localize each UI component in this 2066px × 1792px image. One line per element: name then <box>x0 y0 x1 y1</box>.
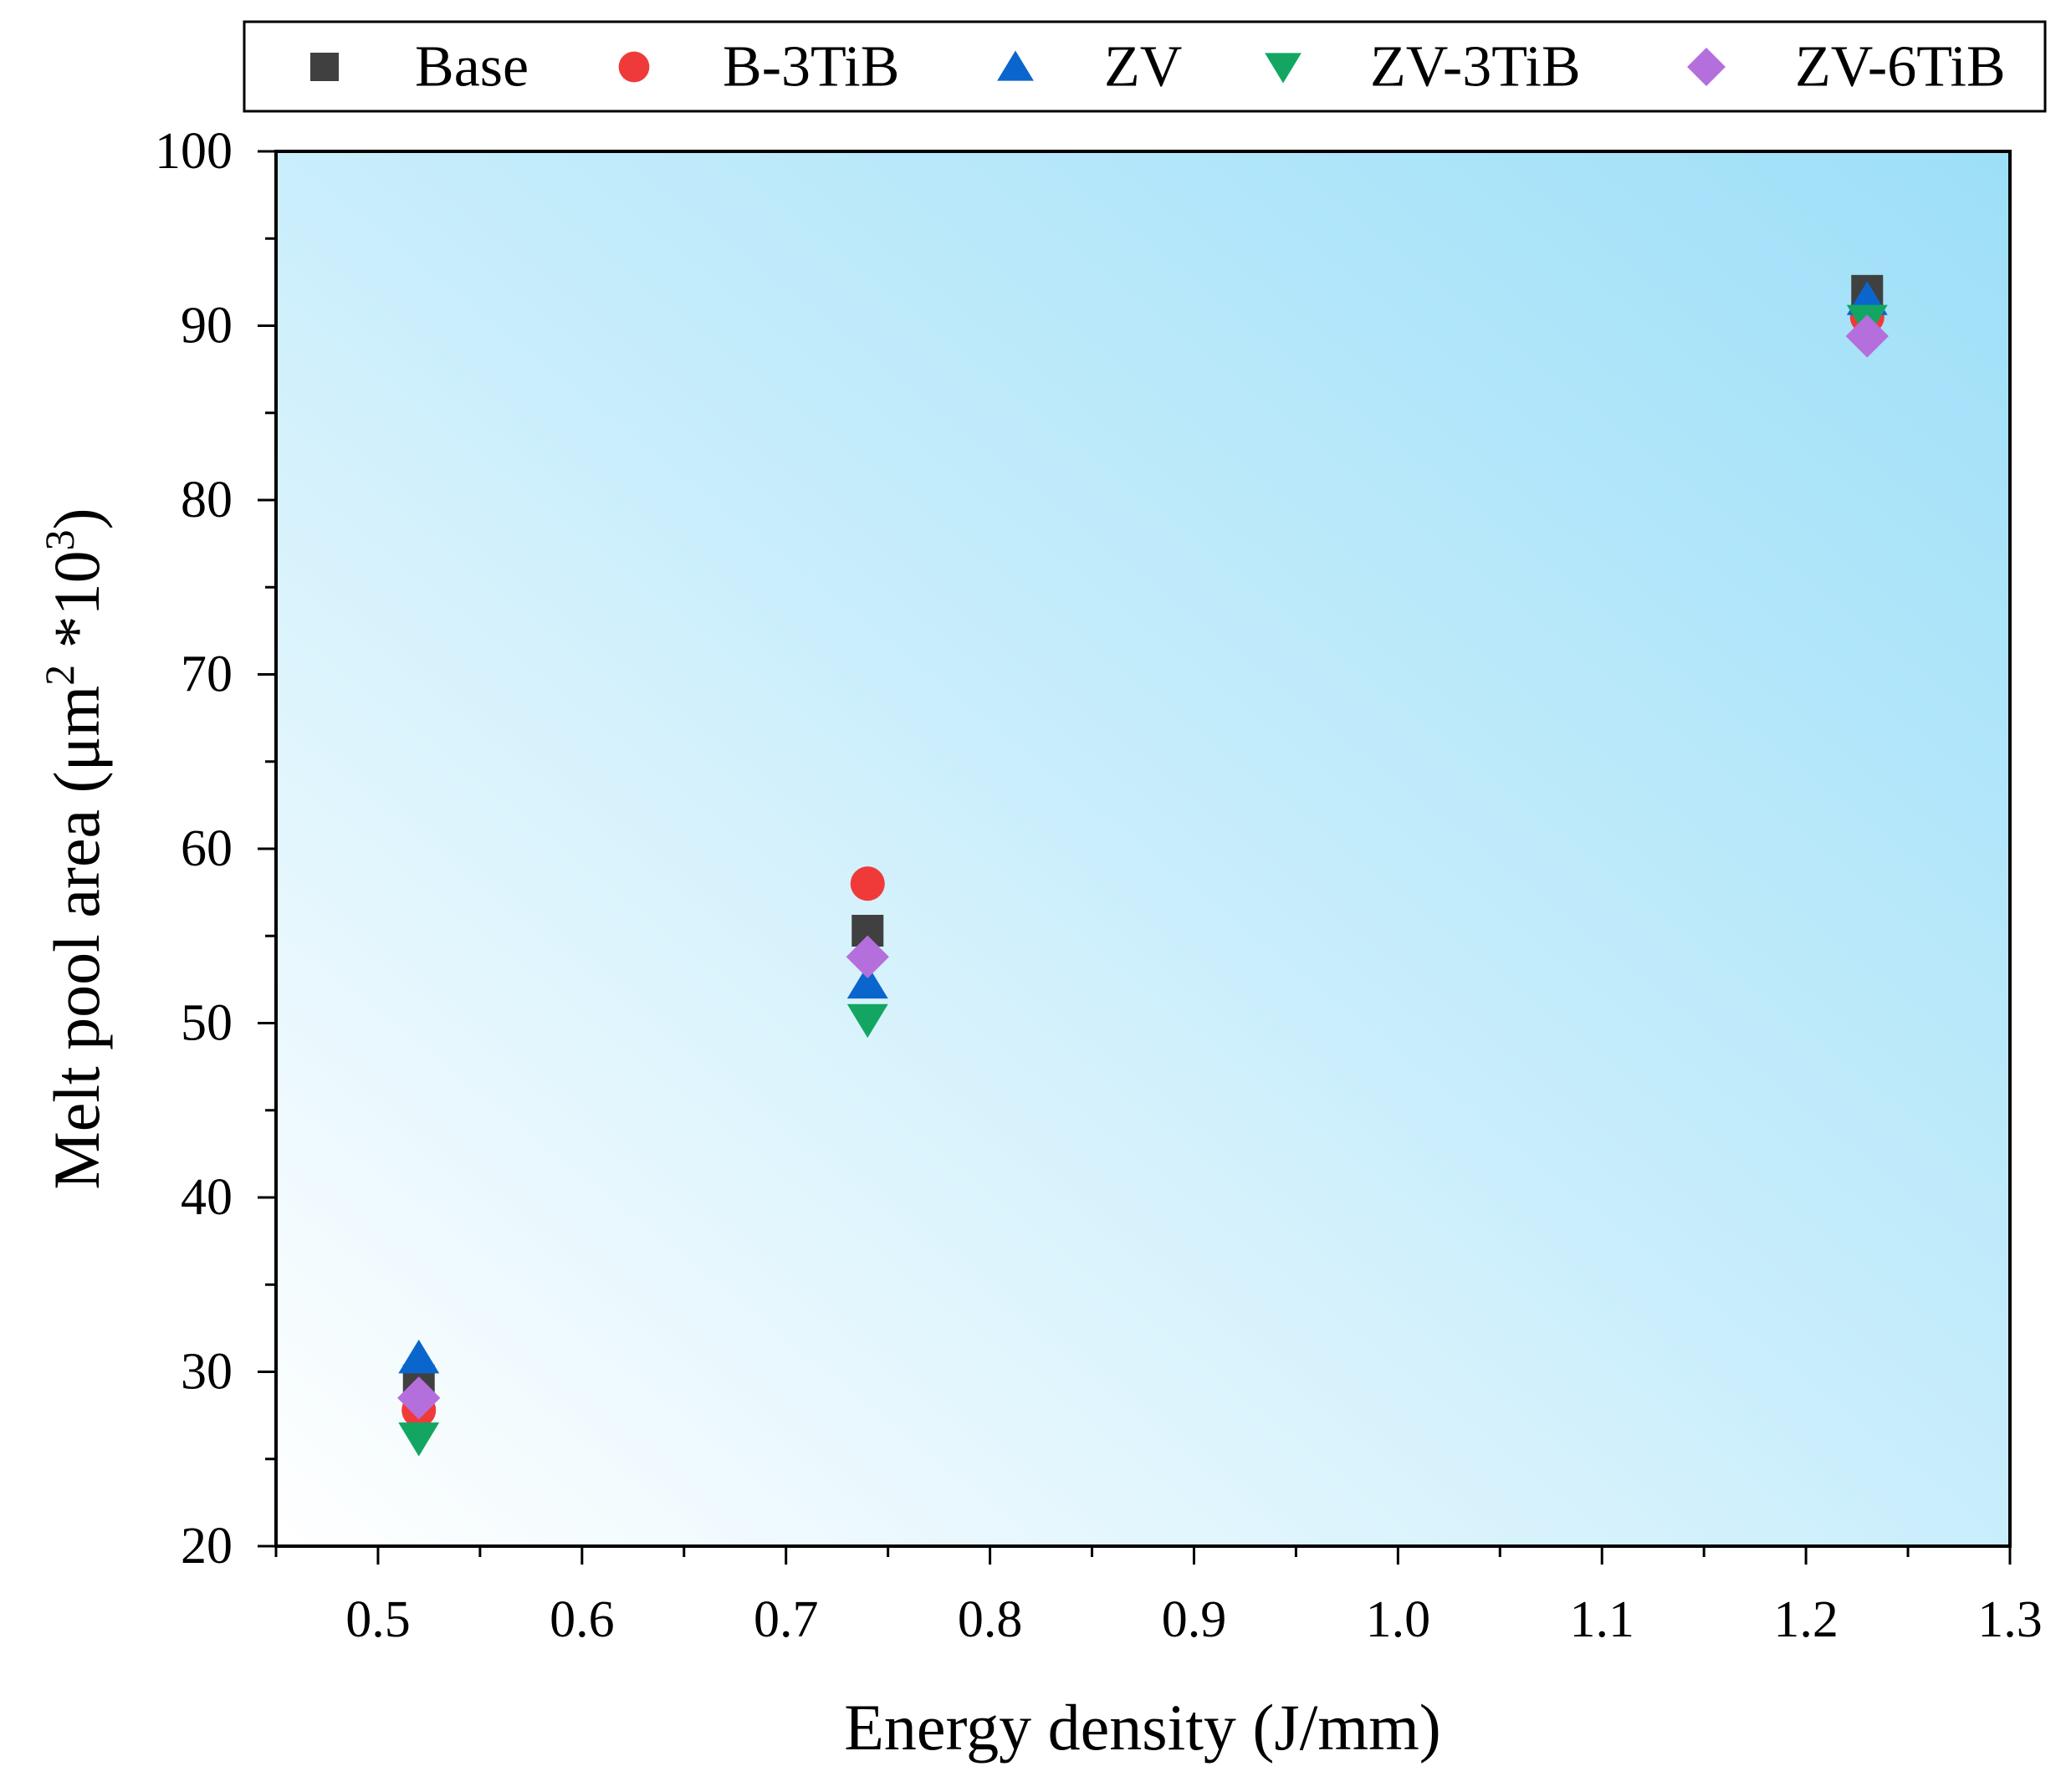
data-point-zv-6tib-0 <box>397 1376 441 1420</box>
y-axis-label-sup2: 3 <box>36 529 83 550</box>
y-axis-label-suffix: ) <box>40 508 113 529</box>
data-points <box>397 274 1889 1457</box>
x-axis-ticks: 0.5 0.6 0.7 0.8 0.9 1.0 1.1 1.2 1.3 <box>274 1546 2043 1648</box>
legend-label-zv: ZV <box>1104 35 1182 100</box>
x-tick-label: 0.5 <box>345 1591 411 1648</box>
legend-marker-base <box>310 53 339 81</box>
legend-items: Base B-3TiB ZV ZV-3TiB ZV-6TiB <box>310 35 2006 100</box>
legend-marker-zv <box>997 50 1034 81</box>
legend-marker-b-3tib <box>618 51 650 83</box>
data-point-zv-1 <box>846 964 888 999</box>
y-tick-label: 40 <box>181 1169 233 1226</box>
data-point-b-3tib-1 <box>850 866 885 901</box>
y-tick-label: 30 <box>181 1344 233 1401</box>
y-axis-label-prefix: Melt pool area (μm <box>40 686 113 1190</box>
y-tick-label: 70 <box>181 646 233 703</box>
legend: Base B-3TiB ZV ZV-3TiB ZV-6TiB <box>243 20 2047 113</box>
y-tick-label: 100 <box>155 123 233 180</box>
y-axis-label-group: Melt pool area (μm2 *103) <box>36 508 113 1189</box>
y-tick-label: 20 <box>181 1518 233 1575</box>
y-axis-ticks: 20 30 40 50 60 70 80 90 100 <box>155 123 276 1575</box>
legend-label-base: Base <box>415 35 529 100</box>
data-point-zv-0 <box>398 1339 440 1374</box>
x-tick-label: 0.6 <box>550 1591 615 1648</box>
plot-area <box>276 151 2010 1546</box>
legend-label-zv-3tib: ZV-3TiB <box>1370 35 1581 100</box>
y-tick-label: 90 <box>181 298 233 355</box>
legend-label-zv-6tib: ZV-6TiB <box>1795 35 2006 100</box>
x-tick-label: 1.2 <box>1773 1591 1838 1648</box>
data-point-zv-6tib-1 <box>846 935 889 978</box>
legend-box <box>243 20 2047 113</box>
x-tick-label: 1.3 <box>1977 1591 2043 1648</box>
legend-label-b-3tib: B-3TiB <box>723 35 899 100</box>
x-tick-label: 0.8 <box>958 1591 1023 1648</box>
y-tick-label: 80 <box>181 472 233 528</box>
y-axis-label: Melt pool area (μm2 *103) <box>36 508 113 1189</box>
x-tick-label: 1.0 <box>1366 1591 1431 1648</box>
x-tick-label: 0.9 <box>1162 1591 1227 1648</box>
legend-marker-zv-6tib <box>1687 48 1726 86</box>
y-axis-label-middle: *10 <box>40 550 113 665</box>
y-tick-label: 50 <box>181 995 233 1052</box>
y-axis-label-sup1: 2 <box>36 665 83 686</box>
legend-marker-zv-3tib <box>1265 53 1301 84</box>
data-point-zv-3tib-0 <box>398 1422 440 1457</box>
x-axis-label: Energy density (J/mm) <box>844 1691 1440 1764</box>
data-point-zv-6tib-2 <box>1845 314 1889 358</box>
x-tick-label: 1.1 <box>1569 1591 1634 1648</box>
x-tick-label: 0.7 <box>754 1591 819 1648</box>
y-tick-label: 60 <box>181 820 233 877</box>
data-point-zv-3tib-1 <box>846 1003 888 1039</box>
